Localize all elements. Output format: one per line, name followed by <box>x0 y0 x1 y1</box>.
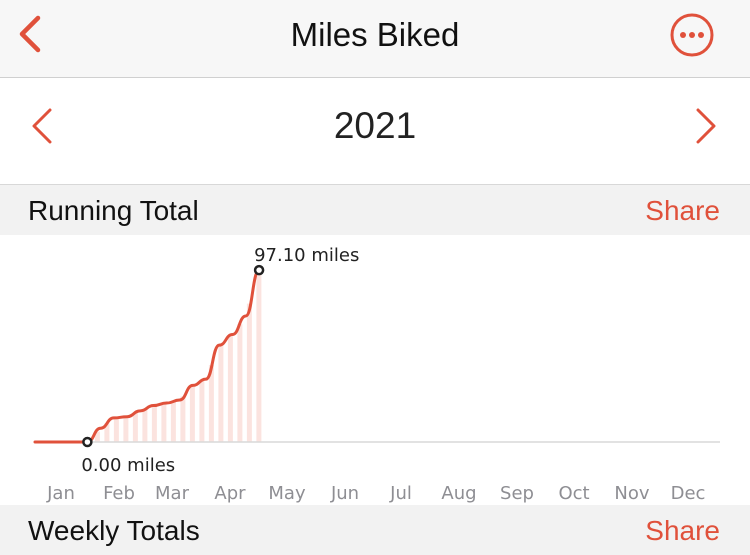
month-tick-label: Jul <box>389 483 412 504</box>
area-fill-bar <box>151 405 157 442</box>
end-point-marker <box>253 264 265 276</box>
year-selector: 2021 <box>0 78 750 185</box>
area-fill-bar <box>227 336 233 442</box>
area-fill-bar <box>237 324 243 442</box>
area-fill-bar <box>113 417 119 442</box>
area-fill-bar <box>189 385 195 442</box>
area-fill-bar <box>161 403 167 442</box>
weekly-totals-header: Weekly Totals Share <box>0 505 750 555</box>
ellipsis-circle-icon[interactable] <box>669 12 715 58</box>
running-total-line <box>33 268 261 444</box>
month-tick-label: Dec <box>671 483 706 504</box>
month-tick-label: Sep <box>500 483 534 504</box>
area-fill-bar <box>218 343 224 442</box>
chevron-left-icon[interactable] <box>14 14 50 54</box>
area-fill-bar <box>170 401 176 442</box>
area-fill-bar <box>208 365 214 442</box>
month-tick-label: Feb <box>103 483 135 504</box>
running-total-chart-panel: 97.10 miles 0.00 miles Jan Feb Mar Apr May Ju… <box>0 235 750 505</box>
start-point-marker <box>82 436 93 448</box>
month-tick-label: Nov <box>614 483 649 504</box>
area-fill-bar <box>94 431 100 442</box>
month-tick-label: Jan <box>46 483 75 504</box>
month-tick-label: Oct <box>558 483 589 504</box>
area-fill-bar <box>246 303 252 442</box>
start-value-label: 0.00 miles <box>81 455 175 476</box>
end-value-label: 97.10 miles <box>254 245 359 266</box>
area-fill-bar <box>123 416 129 442</box>
running-total-share-button[interactable]: Share <box>645 195 720 226</box>
nav-bar: Miles Biked <box>0 0 750 78</box>
year-label: 2021 <box>333 105 417 146</box>
area-fill-bar <box>180 396 186 442</box>
area-fill-bar <box>132 413 138 442</box>
area-fill-bar <box>104 423 110 442</box>
weekly-totals-share-button[interactable]: Share <box>645 515 720 546</box>
next-year-icon[interactable] <box>690 106 720 146</box>
area-fill-bar <box>199 381 205 442</box>
area-fill-bar <box>256 270 262 442</box>
area-fill-bar <box>142 409 148 442</box>
month-tick-label: Jun <box>330 483 359 504</box>
month-tick-label: Mar <box>155 483 190 504</box>
previous-year-icon[interactable] <box>28 106 58 146</box>
weekly-totals-title: Weekly Totals <box>28 515 200 546</box>
month-tick-label: May <box>268 483 306 504</box>
running-total-title: Running Total <box>28 195 199 226</box>
page-title: Miles Biked <box>290 16 460 53</box>
month-tick-label: Apr <box>214 483 246 504</box>
running-total-chart: 97.10 miles 0.00 miles Jan Feb Mar Apr May Ju… <box>33 245 720 504</box>
running-total-header: Running Total Share <box>0 185 750 235</box>
month-tick-label: Aug <box>441 483 476 504</box>
